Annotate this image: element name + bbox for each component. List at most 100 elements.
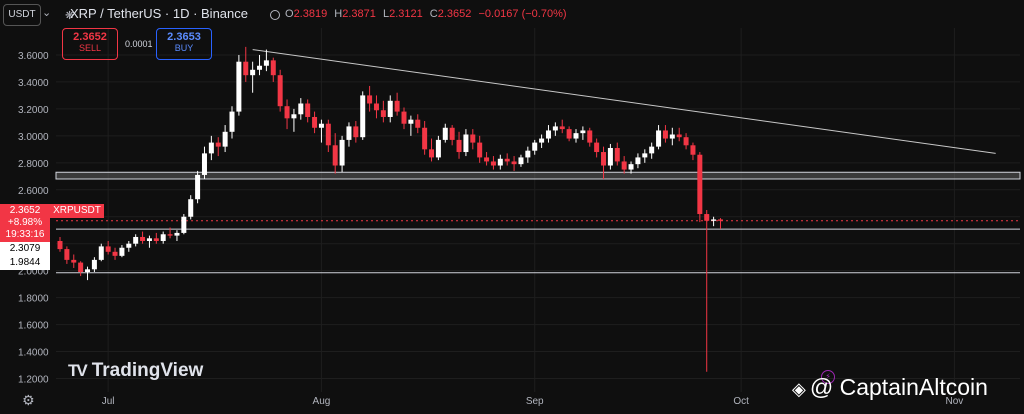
candle (291, 108, 297, 132)
candle (153, 232, 159, 244)
candle-body (201, 153, 207, 175)
last-price: 2.3652 (9, 205, 41, 216)
candle-body (373, 103, 379, 111)
candle-body (57, 241, 63, 250)
candle (518, 154, 524, 167)
candle-body (181, 216, 187, 233)
candle-body (580, 130, 586, 134)
candle-body (140, 236, 146, 242)
candle-body (188, 199, 194, 217)
settings-icon[interactable]: ⚙ (22, 392, 35, 408)
candle-body (360, 95, 366, 138)
ohlc-key: L (382, 8, 390, 20)
diamond-icon: ◈ (792, 379, 806, 399)
spread-value: 0.0001 (125, 39, 153, 49)
candle (229, 106, 235, 139)
candle-body (126, 243, 132, 248)
ohlc-key: O (285, 8, 294, 20)
candle-body (525, 150, 531, 158)
symbol-title[interactable]: XRP / TetherUS · 1D · Binance (70, 6, 248, 21)
candle-body (98, 246, 104, 260)
y-tick-label: 2.0000 (18, 267, 49, 278)
candle-body (697, 154, 703, 215)
candle (614, 142, 620, 166)
candle-body (229, 111, 235, 132)
candle-body (449, 127, 455, 140)
ohlc-value: 2.3819 (293, 8, 328, 20)
candle (456, 131, 462, 159)
candle-body (195, 174, 201, 200)
candle (208, 135, 214, 161)
candle-body (587, 130, 593, 143)
candle (71, 254, 77, 268)
candle-body (635, 157, 641, 165)
captainaltcoin-wordmark: CaptainAltcoin (839, 374, 988, 400)
candle (64, 246, 70, 264)
sell-button[interactable]: 2.3652 SELL (62, 28, 118, 60)
candle-body (594, 142, 600, 153)
candle (504, 153, 510, 166)
candle (387, 95, 393, 123)
captainaltcoin-logo: ◈ @ CaptainAltcoin (792, 374, 988, 400)
candle-body (133, 236, 139, 244)
candle-body (208, 142, 214, 154)
ohlc-value: 2.3871 (342, 8, 376, 20)
change-value: −0.0167 (−0.70%) (478, 8, 567, 20)
candle (539, 134, 545, 148)
candle (298, 98, 304, 120)
level-tag-2: 1.9844 (0, 256, 50, 270)
candle-body (628, 164, 634, 170)
chevron-down-icon[interactable]: ⌄ (42, 7, 52, 19)
candle (133, 234, 139, 247)
candle (511, 156, 517, 171)
candle-body (408, 119, 414, 124)
currency-button[interactable]: USDT (3, 4, 41, 26)
candle-body (711, 219, 717, 221)
candle (146, 235, 152, 248)
candle (656, 125, 662, 150)
candle (697, 152, 703, 223)
candle-body (270, 60, 276, 76)
candle-body (662, 130, 668, 139)
candle-body (112, 251, 118, 256)
x-tick-label: Aug (313, 396, 331, 407)
candle-body (332, 145, 338, 166)
buy-price: 2.3653 (167, 31, 201, 43)
candle (98, 243, 104, 262)
candle-body (683, 137, 689, 146)
tradingview-logo: TV TradingView (68, 360, 203, 382)
candle (201, 146, 207, 179)
candle (305, 99, 311, 123)
candle-body (160, 234, 166, 242)
candle (394, 92, 400, 116)
candle-body (380, 110, 386, 117)
candle (580, 126, 586, 140)
candle-body (277, 75, 283, 107)
candle (711, 216, 717, 227)
buy-button[interactable]: 2.3653 BUY (156, 28, 212, 60)
candle-body (243, 61, 249, 76)
candle-body (222, 131, 228, 147)
event-flag-icon[interactable]: ⚡ (821, 370, 835, 384)
y-tick-label: 1.2000 (18, 375, 49, 386)
candle-body (78, 262, 84, 273)
candle-body (263, 60, 269, 66)
candle-body (250, 69, 256, 76)
symbol-tag: XRPUSDT (50, 204, 104, 218)
candle-body (71, 259, 77, 263)
y-tick-label: 1.4000 (18, 348, 49, 359)
candle-body (504, 158, 510, 162)
candle (277, 69, 283, 112)
candle-body (167, 234, 173, 236)
tradingview-wordmark: TradingView (91, 360, 204, 381)
change-percent: +8.98% (7, 217, 43, 228)
candle-body (552, 126, 558, 131)
candle-body (669, 134, 675, 139)
candle (380, 100, 386, 123)
candle (484, 152, 490, 166)
candle-body (621, 161, 627, 170)
candle (422, 121, 428, 155)
market-status-icon (270, 10, 280, 20)
candle (126, 241, 132, 252)
